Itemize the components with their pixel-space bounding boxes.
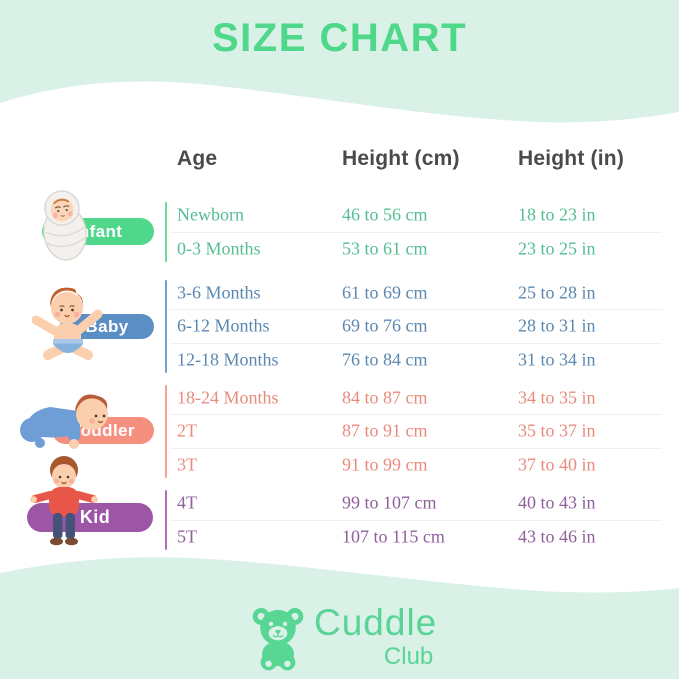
column-header-age: Age xyxy=(177,147,218,170)
brand-subname: Club xyxy=(383,643,434,670)
age-cell: 3T xyxy=(177,454,197,475)
height-cm-cell: 53 to 61 cm xyxy=(342,238,428,259)
group-rows: 3-6 Months 61 to 69 cm 25 to 28 in 6-12 Mon… xyxy=(170,277,662,376)
brand-logo: Cuddle Club xyxy=(248,604,437,672)
table-row: 0-3 Months 53 to 61 cm 23 to 25 in xyxy=(170,233,662,266)
brand-name: Cuddle xyxy=(314,602,438,643)
height-cm-cell: 99 to 107 cm xyxy=(342,492,437,513)
age-cell: 5T xyxy=(177,526,197,547)
age-cell: 3-6 Months xyxy=(177,282,261,303)
age-cell: 6-12 Months xyxy=(177,315,270,336)
group-rows: 4T 99 to 107 cm 40 to 43 in 5T 107 to 115 cm… xyxy=(170,487,662,553)
crawling-toddler-icon xyxy=(20,394,108,449)
size-group-toddler: Toddler 18-24 Months 84 to 87 cm 34 to 35 … xyxy=(0,382,679,481)
height-in-cell: 31 to 34 in xyxy=(518,349,596,370)
age-cell: 4T xyxy=(177,492,197,513)
height-cm-cell: 69 to 76 cm xyxy=(342,315,428,336)
page-title: SIZE CHART xyxy=(212,16,467,60)
group-color-bar xyxy=(165,280,167,373)
group-color-bar xyxy=(165,385,167,478)
height-in-cell: 37 to 40 in xyxy=(518,454,596,475)
standing-boy-icon xyxy=(30,456,98,546)
table-row: Newborn 46 to 56 cm 18 to 23 in xyxy=(170,199,662,233)
teddy-bear-icon xyxy=(252,608,304,671)
size-group-baby: Baby 3-6 Months 61 to 69 cm 25 to 28 in 6-1… xyxy=(0,277,679,376)
group-label: Kid xyxy=(79,507,111,527)
table-row: 3T 91 to 99 cm 37 to 40 in xyxy=(170,449,662,481)
size-group-kid: Kid 4T 99 to 107 cm 40 to 43 in 5T 107 to 11… xyxy=(0,456,679,553)
table-row: 6-12 Months 69 to 76 cm 28 to 31 in xyxy=(170,310,662,344)
age-cell: 0-3 Months xyxy=(177,238,261,259)
height-in-cell: 25 to 28 in xyxy=(518,282,596,303)
table-row: 5T 107 to 115 cm 43 to 46 in xyxy=(170,521,662,554)
table-row: 18-24 Months 84 to 87 cm 34 to 35 in xyxy=(170,382,662,416)
column-header-height-in: Height (in) xyxy=(518,147,625,170)
height-cm-cell: 61 to 69 cm xyxy=(342,282,428,303)
age-cell: 12-18 Months xyxy=(177,349,279,370)
group-rows: Newborn 46 to 56 cm 18 to 23 in 0-3 Months 5… xyxy=(170,199,662,265)
height-cm-cell: 91 to 99 cm xyxy=(342,454,428,475)
height-cm-cell: 84 to 87 cm xyxy=(342,387,428,408)
group-color-bar xyxy=(165,202,167,262)
table-row: 3-6 Months 61 to 69 cm 25 to 28 in xyxy=(170,277,662,311)
group-color-bar xyxy=(165,490,167,550)
sitting-baby-icon xyxy=(31,287,103,360)
table-row: 4T 99 to 107 cm 40 to 43 in xyxy=(170,487,662,521)
height-cm-cell: 107 to 115 cm xyxy=(342,526,445,547)
height-in-cell: 43 to 46 in xyxy=(518,526,596,547)
height-in-cell: 28 to 31 in xyxy=(518,315,596,336)
height-cm-cell: 87 to 91 cm xyxy=(342,420,428,441)
age-cell: Newborn xyxy=(177,204,244,225)
table-row: 2T 87 to 91 cm 35 to 37 in xyxy=(170,415,662,449)
height-in-cell: 40 to 43 in xyxy=(518,492,596,513)
size-group-infant: Infant Newborn 46 to 56 cm 18 to 23 in 0-3 … xyxy=(0,190,679,265)
height-in-cell: 34 to 35 in xyxy=(518,387,596,408)
height-in-cell: 35 to 37 in xyxy=(518,420,596,441)
table-row: 12-18 Months 76 to 84 cm 31 to 34 in xyxy=(170,344,662,376)
swaddled-baby-icon xyxy=(43,190,87,261)
brand-wordmark: Cuddle Club xyxy=(314,604,437,672)
age-cell: 2T xyxy=(177,420,197,441)
height-in-cell: 23 to 25 in xyxy=(518,238,596,259)
height-cm-cell: 46 to 56 cm xyxy=(342,204,428,225)
group-pill-kid: Kid xyxy=(27,503,153,532)
group-rows: 18-24 Months 84 to 87 cm 34 to 35 in 2T 87 t… xyxy=(170,382,662,481)
height-in-cell: 18 to 23 in xyxy=(518,204,596,225)
column-header-height-cm: Height (cm) xyxy=(342,147,460,170)
height-cm-cell: 76 to 84 cm xyxy=(342,349,428,370)
age-cell: 18-24 Months xyxy=(177,387,279,408)
